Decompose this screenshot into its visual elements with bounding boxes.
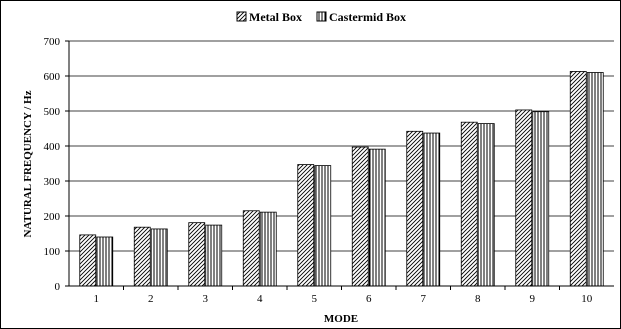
y-tick-label: 300	[44, 176, 61, 188]
bar-castermid-box-mode-2	[150, 228, 168, 287]
bar-castermid-box-mode-5	[314, 165, 332, 287]
legend-swatch-metal-box	[236, 11, 247, 22]
x-tick-label: 3	[203, 293, 209, 305]
bar-castermid-box-mode-6	[368, 148, 386, 287]
bar-castermid-box-mode-4	[259, 211, 277, 287]
bar-castermid-box-mode-7	[423, 132, 441, 287]
y-axis-title: NATURAL FREQUENCY / Hz	[22, 90, 34, 237]
y-tick-label: 400	[44, 141, 61, 153]
y-tick-label: 100	[44, 246, 61, 258]
y-tick-label: 500	[44, 106, 61, 118]
bar-metal-box-mode-1	[79, 234, 97, 287]
bar-metal-box-mode-5	[297, 164, 315, 287]
bar-castermid-box-mode-1	[96, 236, 114, 287]
bar-metal-box-mode-3	[188, 222, 206, 287]
x-tick-label: 8	[475, 293, 481, 305]
bar-metal-box-mode-9	[515, 109, 533, 287]
legend-swatch-castermid-box	[316, 11, 327, 22]
bar-metal-box-mode-10	[569, 71, 587, 287]
bar-castermid-box-mode-9	[532, 111, 550, 287]
x-tick-label: 2	[148, 293, 154, 305]
bars	[79, 71, 604, 287]
x-tick-label: 5	[312, 293, 318, 305]
x-tick-label: 9	[530, 293, 536, 305]
legend-label-castermid-box: Castermid Box	[329, 10, 406, 24]
gridlines	[69, 40, 614, 252]
bar-metal-box-mode-6	[351, 146, 369, 287]
x-axis-title: MODE	[324, 313, 358, 325]
x-tick-label: 6	[366, 293, 372, 305]
x-tick-label: 7	[421, 293, 427, 305]
bar-metal-box-mode-2	[133, 226, 151, 287]
x-tick-label: 4	[257, 293, 263, 305]
bar-metal-box-mode-4	[242, 210, 260, 287]
legend-label-metal-box: Metal Box	[249, 10, 302, 24]
bar-metal-box-mode-7	[406, 130, 424, 287]
bar-metal-box-mode-8	[460, 121, 478, 287]
bar-castermid-box-mode-10	[586, 72, 604, 287]
x-tick-label: 10	[581, 293, 593, 305]
bar-castermid-box-mode-3	[205, 224, 223, 287]
x-tick-labels: 1 2 3 4 5 6 7 8 9 10	[94, 293, 593, 305]
y-tick-labels: 0 100 200 300 400 500 600 700	[44, 36, 61, 293]
x-tick-label: 1	[94, 293, 100, 305]
y-tick-label: 0	[55, 281, 61, 293]
legend: Metal Box Castermid Box	[236, 10, 406, 24]
y-tick-label: 700	[44, 36, 61, 48]
bar-castermid-box-mode-8	[477, 123, 495, 287]
y-tick-label: 200	[44, 211, 61, 223]
y-tick-label: 600	[44, 71, 61, 83]
axes	[65, 40, 614, 290]
